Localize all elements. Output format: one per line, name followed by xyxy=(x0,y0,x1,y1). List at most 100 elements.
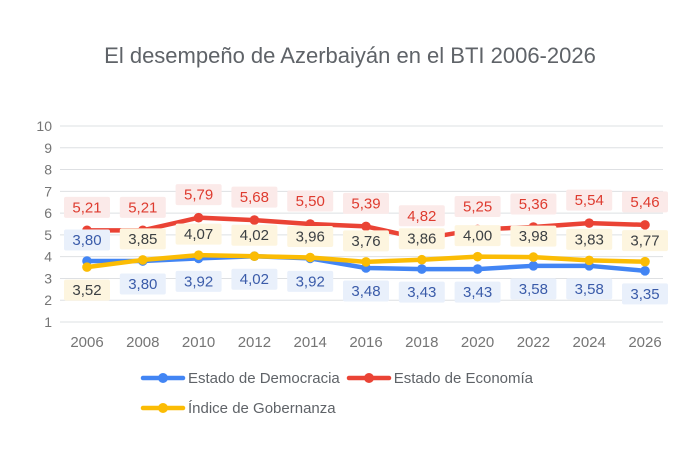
data-label-estado-de-economia-2018: 4,82 xyxy=(407,208,436,225)
legend-item-estado-de-economia[interactable]: Estado de Economía xyxy=(346,363,533,393)
legend-item-estado-de-democracia[interactable]: Estado de Democracia xyxy=(140,363,340,393)
legend-item-indice-de-gobernanza[interactable]: Índice de Gobernanza xyxy=(140,393,336,423)
data-label-bg-estado-de-democracia-2018 xyxy=(398,281,445,303)
data-point-indice-de-gobernanza-2010 xyxy=(193,250,204,260)
y-axis-tick-10: 10 xyxy=(36,118,52,134)
data-label-indice-de-gobernanza-2016: 3,76 xyxy=(351,233,380,250)
data-label-estado-de-democracia-2020: 3,43 xyxy=(463,284,492,301)
data-label-estado-de-democracia-2010: 3,92 xyxy=(184,273,213,290)
data-label-bg-estado-de-democracia-2024 xyxy=(566,278,613,300)
data-point-estado-de-democracia-2026 xyxy=(640,266,650,276)
data-label-indice-de-gobernanza-2012: 4,02 xyxy=(240,227,269,244)
x-axis-tick-2012: 2012 xyxy=(238,334,271,351)
data-label-bg-estado-de-democracia-2022 xyxy=(510,278,557,300)
y-axis-tick-5: 5 xyxy=(44,227,52,243)
data-label-bg-estado-de-democracia-2010 xyxy=(175,270,222,292)
data-label-bg-estado-de-democracia-2006 xyxy=(64,229,110,251)
data-label-indice-de-gobernanza-2022: 3,98 xyxy=(519,228,548,245)
data-point-indice-de-gobernanza-2020 xyxy=(472,251,483,262)
x-axis-tick-2014: 2014 xyxy=(294,334,327,351)
data-label-bg-estado-de-economia-2016 xyxy=(343,192,389,214)
data-label-bg-estado-de-economia-2010 xyxy=(175,184,222,206)
data-label-bg-estado-de-democracia-2026 xyxy=(622,283,668,305)
data-label-estado-de-democracia-2008: 3,80 xyxy=(128,276,157,293)
data-label-estado-de-economia-2014: 5,50 xyxy=(296,193,325,210)
data-label-bg-indice-de-gobernanza-2006 xyxy=(64,279,110,301)
data-point-indice-de-gobernanza-2026 xyxy=(640,256,650,267)
data-label-bg-indice-de-gobernanza-2016 xyxy=(343,230,389,252)
chart-legend-items: Estado de Democracia Estado de Economía Ín… xyxy=(140,363,560,423)
data-point-indice-de-gobernanza-2024 xyxy=(584,255,594,266)
x-axis-tick-2008: 2008 xyxy=(126,334,159,351)
data-label-bg-indice-de-gobernanza-2024 xyxy=(566,228,613,250)
data-label-estado-de-economia-2016: 5,39 xyxy=(351,195,380,212)
data-label-estado-de-democracia-2022: 3,58 xyxy=(519,281,548,298)
data-point-indice-de-gobernanza-2014 xyxy=(305,252,316,263)
data-label-bg-indice-de-gobernanza-2022 xyxy=(510,225,557,247)
data-label-bg-estado-de-economia-2018 xyxy=(398,205,445,227)
data-label-bg-estado-de-economia-2020 xyxy=(454,195,501,217)
data-point-indice-de-gobernanza-2018 xyxy=(417,254,427,265)
data-point-estado-de-democracia-2020 xyxy=(472,264,483,274)
data-label-estado-de-economia-2026: 5,46 xyxy=(630,194,659,211)
data-label-bg-indice-de-gobernanza-2014 xyxy=(287,226,334,248)
data-label-bg-estado-de-democracia-2014 xyxy=(287,270,334,292)
data-point-indice-de-gobernanza-2008 xyxy=(138,255,148,265)
data-label-bg-estado-de-economia-2014 xyxy=(287,190,334,212)
y-axis-tick-1: 1 xyxy=(44,314,52,330)
y-axis-tick-7: 7 xyxy=(44,183,52,199)
x-axis-tick-2016: 2016 xyxy=(349,334,382,351)
data-label-indice-de-gobernanza-2020: 4,00 xyxy=(463,228,492,245)
data-label-bg-estado-de-democracia-2008 xyxy=(119,273,166,295)
data-point-estado-de-economia-2024 xyxy=(584,218,594,228)
data-label-bg-indice-de-gobernanza-2012 xyxy=(231,224,278,246)
data-label-indice-de-gobernanza-2006: 3,52 xyxy=(72,282,101,299)
data-label-estado-de-economia-2024: 5,54 xyxy=(575,192,604,209)
chart-legend: Estado de Democracia Estado de Economía Ín… xyxy=(0,363,700,423)
chart-title: El desempeño de Azerbaiyán en el BTI 200… xyxy=(104,43,596,68)
data-label-bg-indice-de-gobernanza-2026 xyxy=(622,230,668,252)
legend-marker-estado-de-democracia-icon xyxy=(140,373,186,383)
data-label-estado-de-democracia-2018: 3,43 xyxy=(407,284,436,301)
data-label-bg-estado-de-democracia-2016 xyxy=(343,280,389,302)
y-axis-tick-6: 6 xyxy=(44,205,52,221)
data-label-estado-de-economia-2020: 5,25 xyxy=(463,198,492,215)
legend-marker-indice-de-gobernanza-icon xyxy=(140,403,186,413)
data-label-indice-de-gobernanza-2010: 4,07 xyxy=(184,226,213,243)
data-label-bg-estado-de-democracia-2012 xyxy=(231,268,278,290)
data-point-estado-de-economia-2026 xyxy=(640,220,650,230)
data-label-estado-de-democracia-2014: 3,92 xyxy=(296,273,325,290)
data-point-indice-de-gobernanza-2006 xyxy=(82,262,92,272)
data-label-bg-estado-de-economia-2012 xyxy=(231,186,278,208)
data-point-estado-de-economia-2010 xyxy=(193,212,204,223)
x-axis-tick-2018: 2018 xyxy=(405,334,438,351)
data-label-estado-de-economia-2010: 5,79 xyxy=(184,187,213,204)
x-axis-tick-2022: 2022 xyxy=(517,334,550,351)
y-axis-tick-9: 9 xyxy=(44,140,52,156)
legend-label-estado-de-economia: Estado de Economía xyxy=(393,369,534,387)
data-label-estado-de-democracia-2024: 3,58 xyxy=(575,281,604,298)
x-axis-tick-2020: 2020 xyxy=(461,334,494,351)
data-label-indice-de-gobernanza-2008: 3,85 xyxy=(128,231,157,248)
data-label-bg-indice-de-gobernanza-2018 xyxy=(398,228,445,250)
data-label-estado-de-democracia-2026: 3,35 xyxy=(630,286,659,303)
x-axis-tick-2006: 2006 xyxy=(70,334,103,351)
data-label-bg-indice-de-gobernanza-2020 xyxy=(454,225,501,247)
y-axis-tick-4: 4 xyxy=(44,249,52,265)
x-axis-tick-2026: 2026 xyxy=(628,334,661,351)
data-label-indice-de-gobernanza-2024: 3,83 xyxy=(575,231,604,248)
y-axis-tick-8: 8 xyxy=(44,162,52,178)
data-point-estado-de-democracia-2018 xyxy=(417,264,427,274)
x-axis-tick-2024: 2024 xyxy=(573,334,606,351)
data-point-estado-de-economia-2016 xyxy=(361,221,371,232)
legend-marker-estado-de-economia-icon xyxy=(346,373,391,383)
data-label-bg-indice-de-gobernanza-2010 xyxy=(175,223,222,245)
data-point-estado-de-democracia-2022 xyxy=(528,261,539,271)
data-point-indice-de-gobernanza-2022 xyxy=(528,252,539,262)
data-label-estado-de-economia-2006: 5,21 xyxy=(72,199,101,216)
legend-label-estado-de-democracia: Estado de Democracia xyxy=(188,369,340,387)
data-label-bg-estado-de-economia-2022 xyxy=(510,193,557,215)
y-axis-tick-3: 3 xyxy=(44,270,52,286)
